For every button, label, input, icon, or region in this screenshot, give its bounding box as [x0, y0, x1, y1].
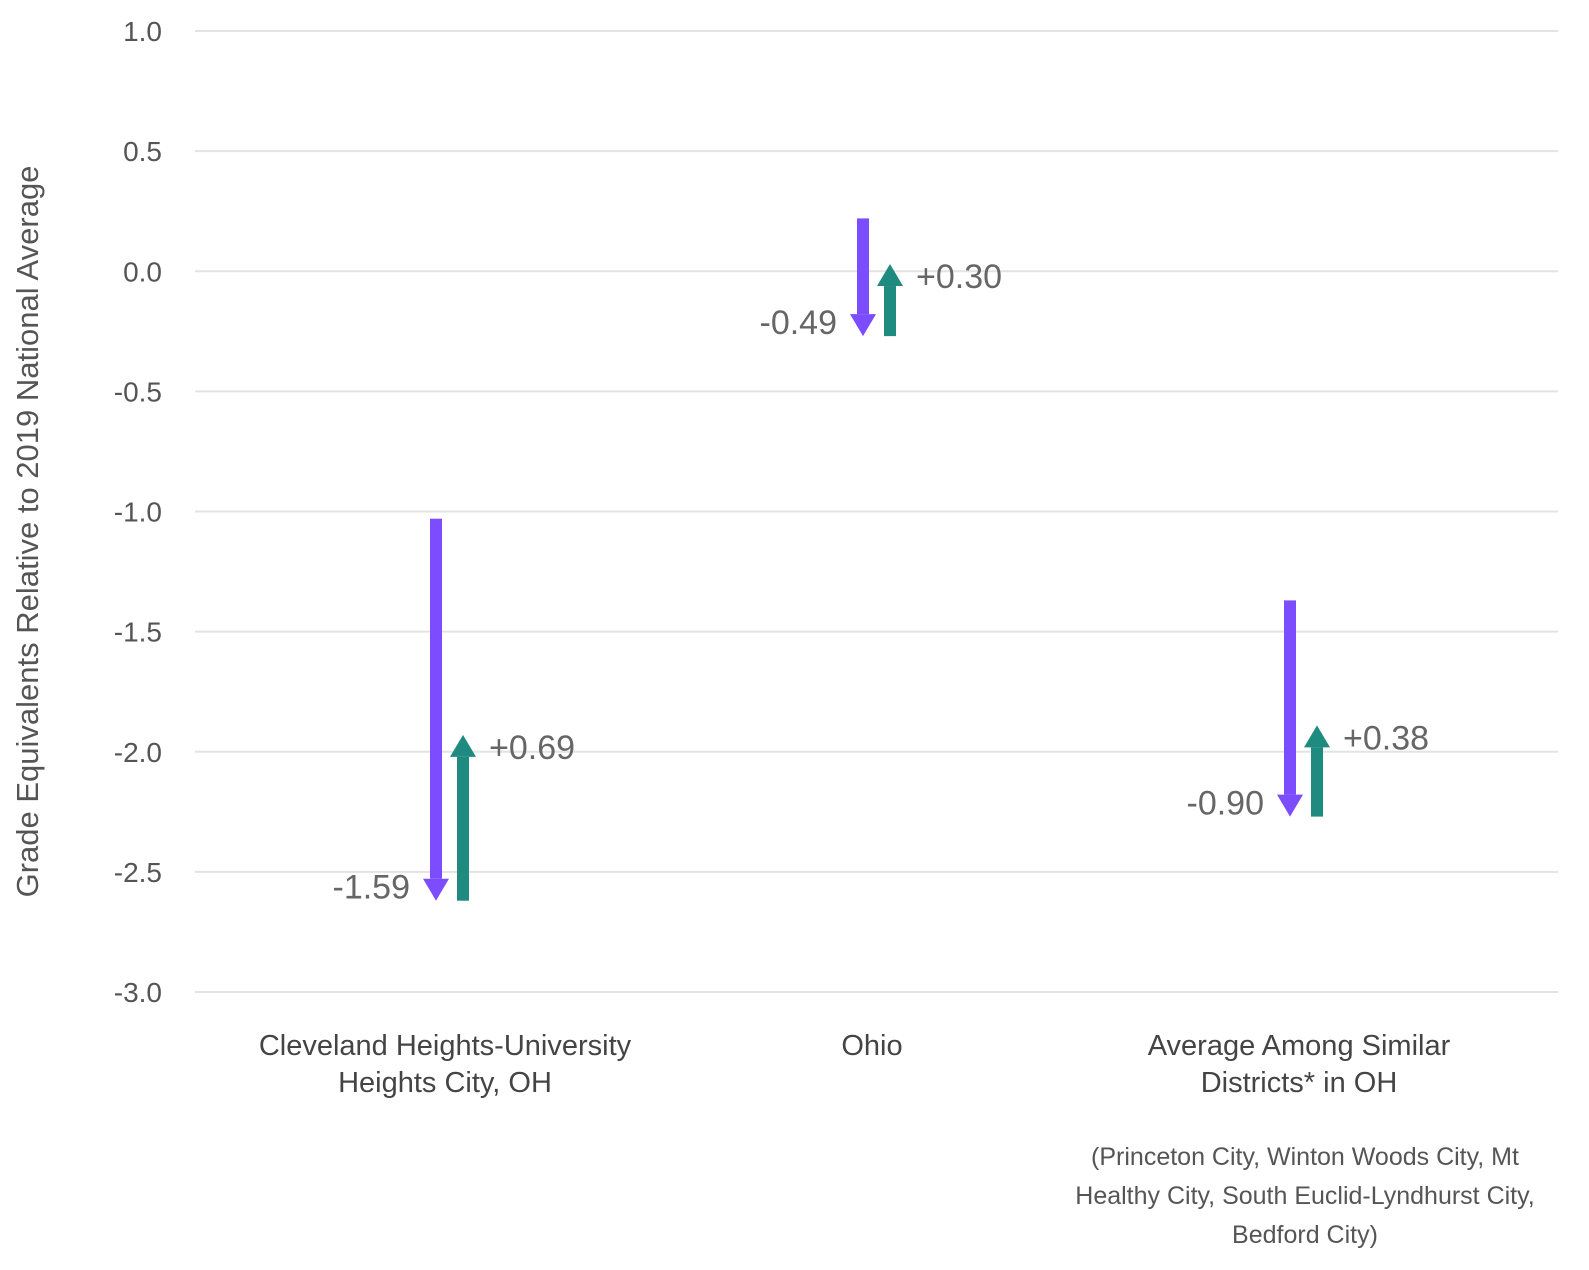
decline-arrow-shaft [1284, 600, 1296, 795]
y-tick-label: 0.0 [123, 256, 162, 287]
x-category-label: Cleveland Heights-University [259, 1030, 632, 1062]
footnote-line: Bedford City) [1232, 1221, 1378, 1249]
x-category-label: Average Among Similar [1148, 1030, 1451, 1062]
x-category-label: Ohio [841, 1030, 902, 1062]
y-tick-label: -1.0 [114, 497, 162, 528]
decline-value-label: -1.59 [333, 869, 411, 907]
decline-value-label: -0.90 [1187, 785, 1265, 823]
footnote-line: (Princeton City, Winton Woods City, Mt [1091, 1143, 1519, 1171]
decline-arrow-shaft [430, 518, 442, 879]
gridlines [195, 30, 1558, 993]
recovery-value-label: +0.30 [916, 258, 1002, 296]
y-tick-label: -1.5 [114, 617, 162, 648]
recovery-arrow-head [877, 264, 903, 287]
y-tick-label: -0.5 [114, 376, 162, 407]
y-tick-label: -2.5 [114, 857, 162, 888]
recovery-value-label: +0.38 [1343, 719, 1429, 757]
recovery-arrow-head [1304, 725, 1330, 748]
y-tick-label: -2.0 [114, 737, 162, 768]
footnote: (Princeton City, Winton Woods City, Mt He… [1075, 1143, 1534, 1249]
data-labels: -1.59 +0.69 -0.49 +0.30 -0.90 +0.38 [333, 258, 1430, 907]
arrow-series [423, 218, 1330, 901]
y-tick-label: 0.5 [123, 136, 162, 167]
y-axis-ticks: 1.0 0.5 0.0 -0.5 -1.0 -1.5 -2.0 -2.5 -3.0 [114, 16, 162, 1008]
decline-arrow-head [1277, 794, 1303, 817]
x-category-label: Districts* in OH [1201, 1067, 1398, 1099]
y-tick-label: 1.0 [123, 16, 162, 47]
x-category-label: Heights City, OH [338, 1067, 552, 1099]
decline-arrow-shaft [857, 218, 869, 315]
decline-arrow-head [423, 878, 449, 901]
recovery-arrow-shaft [1311, 747, 1323, 817]
decline-value-label: -0.49 [760, 304, 838, 342]
y-axis-label: Grade Equivalents Relative to 2019 Natio… [10, 166, 45, 898]
recovery-value-label: +0.69 [489, 729, 575, 767]
recovery-arrow-shaft [884, 286, 896, 337]
footnote-line: Healthy City, South Euclid-Lyndhurst Cit… [1075, 1182, 1534, 1210]
recovery-arrow-shaft [457, 756, 469, 901]
decline-arrow-head [850, 314, 876, 337]
y-tick-label: -3.0 [114, 977, 162, 1008]
x-axis-categories: Cleveland Heights-University Heights City… [259, 1030, 1451, 1099]
recovery-arrow-head [450, 734, 476, 757]
